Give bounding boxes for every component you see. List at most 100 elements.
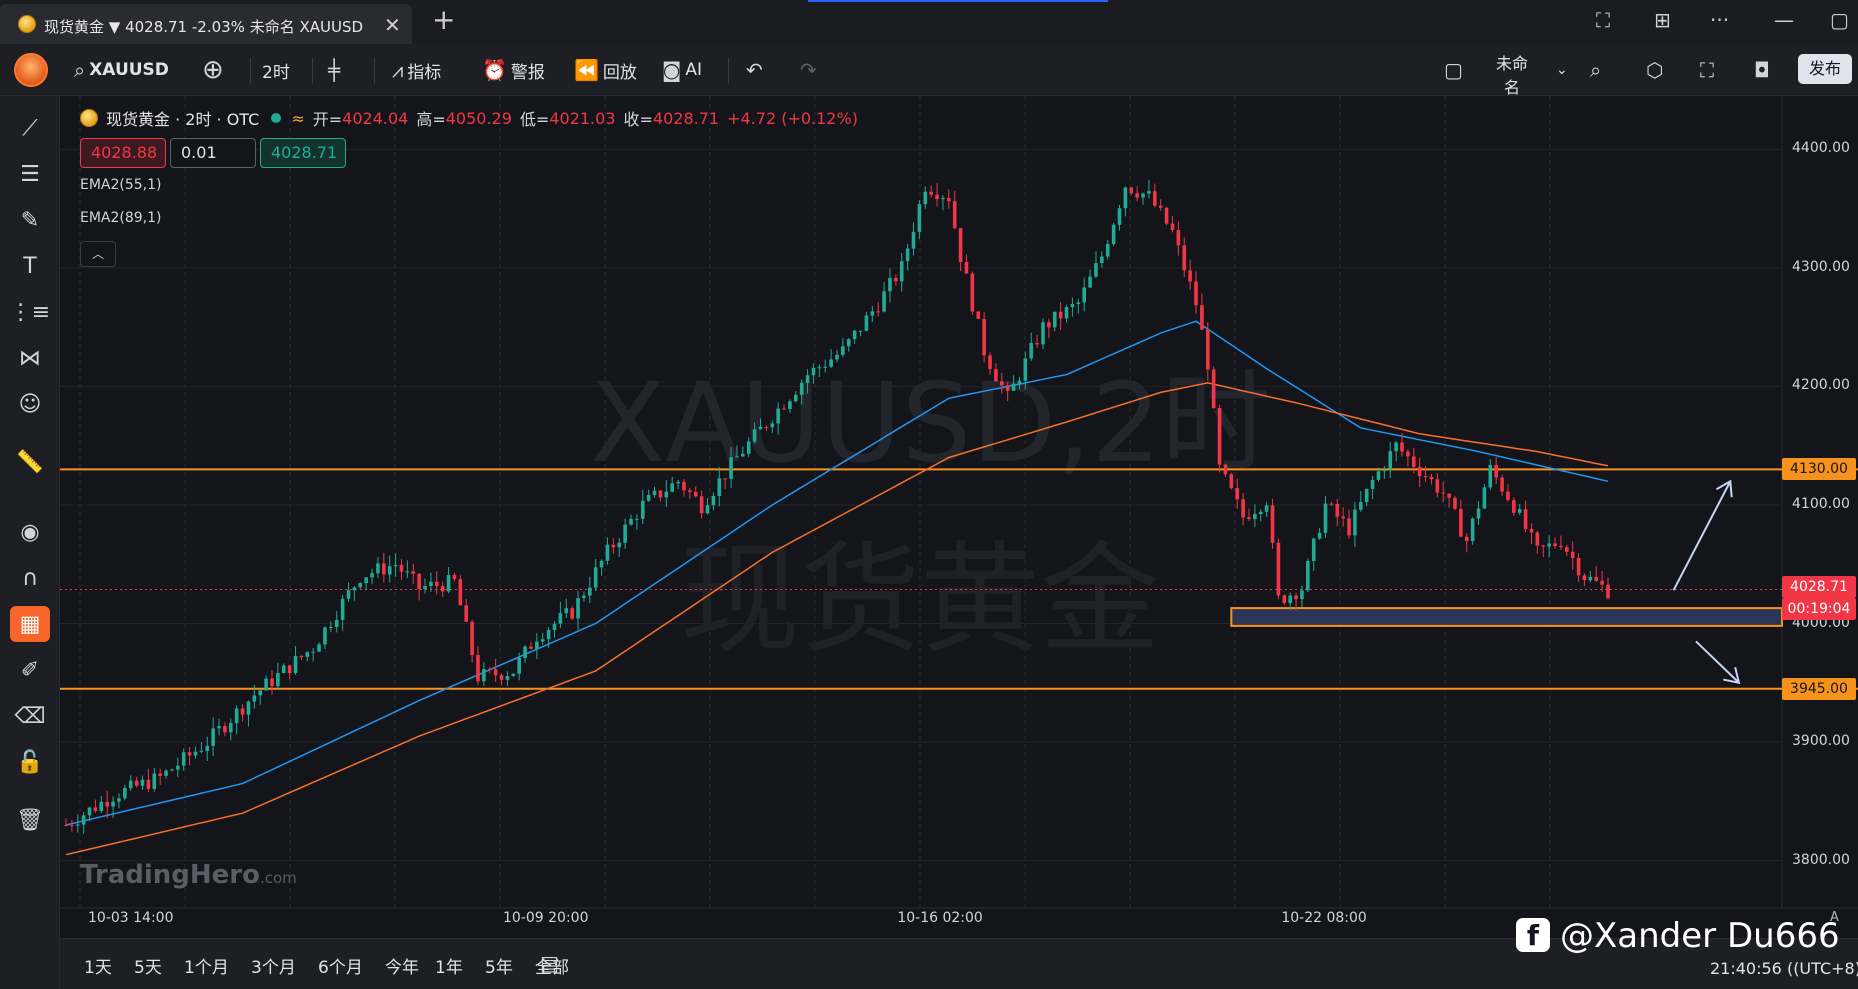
maximize-icon[interactable]: ▢ [1830,8,1849,32]
candle-body [1064,307,1069,319]
edit-tool[interactable]: ✐ [10,652,50,688]
candle-body [1306,560,1310,591]
measure-tool[interactable]: 📏 [10,444,50,480]
chevron-down-icon: ⌄ [1556,62,1568,78]
candle-body [246,701,251,715]
low-key: 低= [519,110,550,129]
undo-button[interactable]: ↶ [746,44,767,96]
auto-scale-button[interactable]: A [1830,910,1839,925]
fib-icon: ⋮≡ [9,299,51,325]
delete-tool[interactable]: 🗑 [10,802,50,838]
sell-price-box[interactable]: 4028.88 [80,138,166,168]
candle-body [941,197,945,200]
candle-body [982,318,986,356]
ema-fast-label[interactable]: EMA2(55,1) [80,177,162,193]
collapse-legend-button[interactable]: ︿ [80,241,116,267]
fib-tool[interactable]: ⋮≡ [10,294,50,330]
minimize-icon[interactable]: — [1774,8,1794,32]
chart-type-button[interactable]: ╪ [328,44,344,96]
layout-name-label: 未命名 [1495,54,1528,97]
layout-dropdown[interactable]: ⌄ [1556,44,1568,96]
candle-body [870,311,875,316]
more-icon[interactable]: ··· [1710,8,1730,32]
pattern-tool[interactable]: ⋈ [10,340,50,376]
new-tab-button[interactable]: + [432,3,456,36]
candle-body [93,807,98,811]
range-button[interactable]: 5天 [134,958,162,978]
range-button[interactable]: 1个月 [184,958,229,978]
candle-body [70,825,74,827]
candle-body [1400,442,1404,452]
candle-body [1052,311,1057,328]
eraser-tool[interactable]: ⌫ [10,698,50,734]
candle-body [1058,311,1063,319]
calendar-range-icon[interactable]: ▤ [540,951,559,975]
replay-button[interactable]: ⏪ 回放 [574,44,637,96]
candle-body [852,330,857,340]
buy-price-box[interactable]: 4028.71 [260,138,346,168]
compare-button[interactable]: ⊕ [202,44,228,96]
candle-body [1341,516,1345,519]
trendline-cursor-icon: ⟋ [22,115,38,141]
magnet-tool[interactable]: ∩ [10,560,50,596]
quantity-input[interactable]: 0.01 [170,138,256,168]
close-tab-icon[interactable]: ✕ [384,13,401,37]
ema-slow-label[interactable]: EMA2(89,1) [80,210,162,226]
range-button[interactable]: 1天 [84,958,112,978]
fullscreen-button[interactable]: ⛶ [1700,44,1718,96]
settings-button[interactable]: ⬡ [1646,44,1667,96]
candle-body [405,571,410,573]
price-chart[interactable]: XAUUSD,2时 现货黄金 [60,96,1858,938]
range-button[interactable]: 全部 [535,958,569,978]
screenshot-window-icon[interactable]: ⛶ [1596,8,1610,32]
candle-body [211,728,215,746]
toolbar-divider [728,58,729,84]
ai-button[interactable]: ◙ AI [662,44,702,96]
candle-body [1176,230,1181,246]
range-button[interactable]: 6个月 [318,958,363,978]
candle-body [705,505,710,514]
quick-search-button[interactable]: ⌕ [1590,44,1605,96]
candle-body [287,665,292,674]
candle-body [1517,509,1522,513]
visibility-tool[interactable]: ◉ [10,514,50,550]
calendar-tool[interactable]: ▦ [10,606,50,642]
publish-button[interactable]: 发布 [1798,54,1852,84]
candle-body [387,566,392,575]
pencil-ruler-icon: ✐ [20,657,40,683]
range-button[interactable]: 1年 [435,958,463,978]
cursor-tool[interactable]: ⟋ [10,110,50,146]
alerts-button[interactable]: ⏰ 警报 [482,44,545,96]
layout-icon[interactable]: ⊞ [1654,8,1671,32]
symbol-search[interactable]: ⌕ XAUUSD [74,44,169,96]
indicators-button[interactable]: ⩘ 指标 [392,44,441,96]
layout-select-button[interactable]: ▢ [1444,44,1467,96]
candle-body [458,579,463,606]
lock-tool[interactable]: 🔓 [10,744,50,780]
replay-label: 回放 [602,62,637,83]
candle-body [935,194,939,200]
lines-tool[interactable]: ☰ [10,156,50,192]
pen-tool[interactable]: ✎ [10,202,50,238]
legend-symbol[interactable]: 现货黄金 · 2时 · OTC [106,110,260,129]
candle-body [617,542,622,548]
browser-tab[interactable]: 现货黄金 ▼ 4028.71 -2.03% 未命名 XAUUSD ✕ [0,4,412,44]
candle-body [493,669,498,676]
candle-body [1541,545,1546,547]
range-button[interactable]: 3个月 [251,958,296,978]
emoji-tool[interactable]: ☺ [10,386,50,422]
interval-button[interactable]: 2时 [262,62,290,83]
avatar[interactable] [14,53,48,87]
candle-body [1606,584,1610,599]
candle-body [1588,577,1593,581]
snapshot-button[interactable]: ◘ [1754,44,1774,96]
candle-body [829,359,833,367]
candle-body [75,824,80,826]
redo-button[interactable]: ↷ [800,44,821,96]
candle-body [358,583,363,588]
text-tool[interactable]: T [10,248,50,284]
range-button[interactable]: 5年 [485,958,513,978]
clock[interactable]: 21:40:56 ((UTC+8)北京) [1710,959,1858,978]
close-value: 4028.71 [652,108,720,128]
range-button[interactable]: 今年 [385,958,419,978]
